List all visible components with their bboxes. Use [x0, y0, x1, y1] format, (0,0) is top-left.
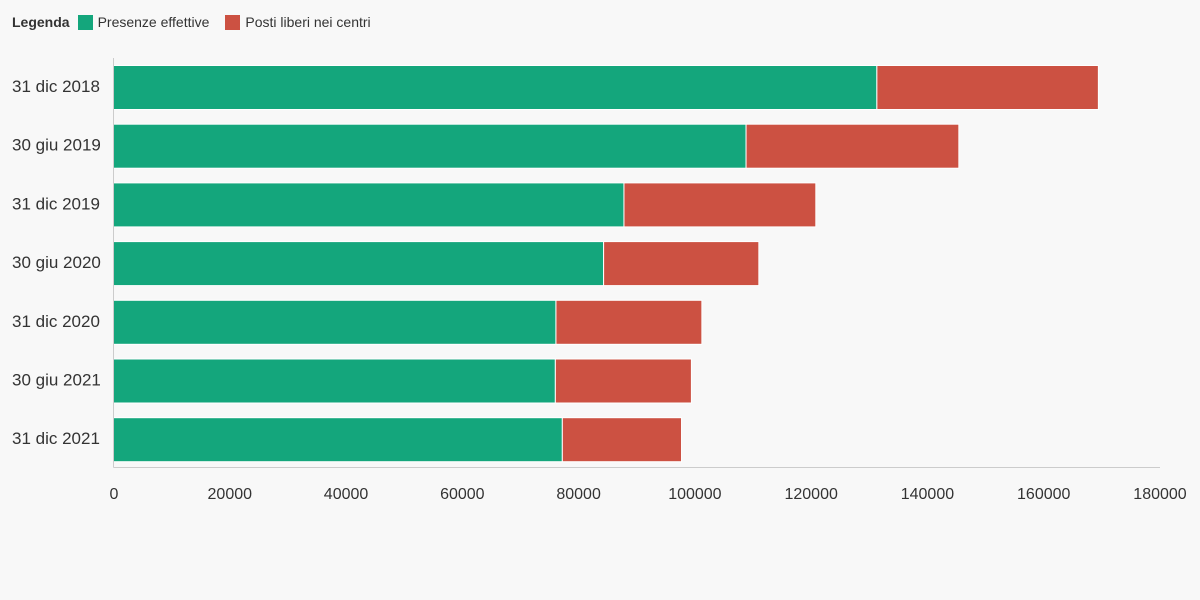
category-label: 30 giu 2020	[12, 253, 101, 272]
x-tick-label: 20000	[208, 486, 253, 503]
bar-posti-liberi-6	[561, 417, 683, 463]
legend-item-presenze[interactable]: Presenze effettive	[77, 14, 210, 30]
category-label: 30 giu 2019	[12, 136, 101, 155]
category-label: 31 dic 2021	[12, 429, 100, 448]
bar-posti-liberi-0	[876, 65, 1099, 110]
category-label: 31 dic 2019	[12, 194, 100, 213]
x-tick-label: 60000	[440, 486, 485, 503]
x-tick-label: 80000	[556, 486, 601, 503]
bar-presenze-4	[113, 299, 557, 345]
bar-presenze-2	[113, 182, 625, 228]
legend: Legenda Presenze effettive Posti liberi …	[12, 12, 387, 32]
bar-posti-liberi-3	[603, 241, 760, 287]
bar-posti-liberi-2	[623, 182, 817, 228]
category-label: 31 dic 2020	[12, 312, 100, 331]
bar-posti-liberi-1	[745, 123, 960, 169]
x-tick-label: 180000	[1133, 486, 1186, 503]
x-tick-label: 140000	[901, 486, 954, 503]
legend-swatch-posti-liberi	[225, 14, 241, 30]
bar-posti-liberi-5	[554, 358, 692, 404]
x-tick-label: 40000	[324, 486, 369, 503]
bar-posti-liberi-4	[555, 299, 703, 345]
category-label: 30 giu 2021	[12, 370, 101, 389]
legend-title: Legenda	[12, 14, 70, 30]
x-tick-label: 120000	[784, 486, 837, 503]
bar-presenze-5	[113, 358, 556, 404]
bar-presenze-3	[113, 241, 605, 287]
x-tick-label: 160000	[1017, 486, 1070, 503]
legend-item-posti-liberi[interactable]: Posti liberi nei centri	[225, 14, 371, 30]
legend-label-presenze: Presenze effettive	[97, 14, 210, 30]
bar-presenze-1	[113, 123, 747, 169]
x-tick-label: 100000	[668, 486, 721, 503]
legend-swatch-presenze	[77, 14, 93, 30]
bar-presenze-0	[113, 65, 878, 110]
bar-presenze-6	[113, 417, 563, 463]
legend-label-posti-liberi: Posti liberi nei centri	[245, 14, 371, 30]
x-tick-label: 0	[110, 486, 119, 503]
category-label: 31 dic 2018	[12, 77, 100, 96]
